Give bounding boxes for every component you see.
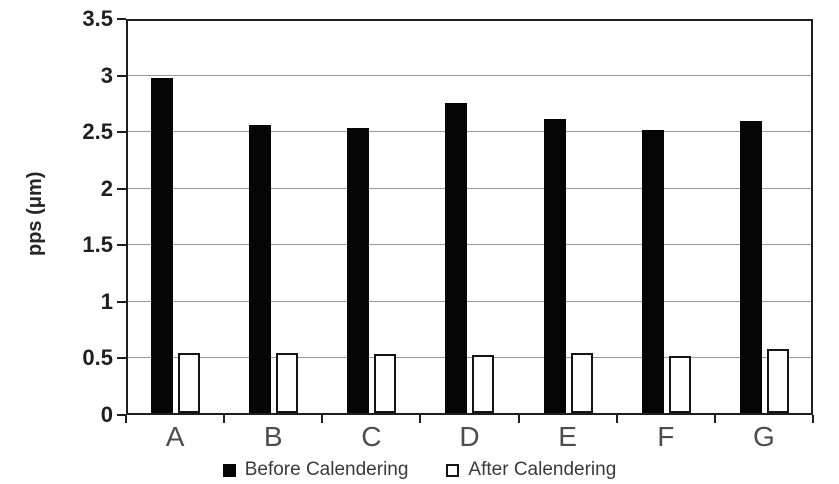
- x-category-label-F: F: [657, 421, 675, 452]
- bar-after-calendering-G: [766, 348, 789, 413]
- bar-after-calendering-E: [570, 353, 593, 413]
- legend-label-after: After Calendering: [468, 459, 617, 480]
- bar-before-calendering-D: [445, 103, 468, 413]
- y-tick-2.5: [117, 131, 126, 134]
- x-category-label-A: A: [165, 421, 185, 452]
- y-tick-label-0.5: 0.5: [82, 345, 113, 371]
- x-tick-3: [419, 415, 422, 423]
- y-tick-label-2: 2: [100, 175, 113, 201]
- y-tick-3.5: [117, 18, 126, 20]
- gridline-0.5: [128, 357, 811, 359]
- x-category-label-C: C: [361, 421, 382, 452]
- x-tick-5: [615, 415, 618, 423]
- bar-before-calendering-A: [151, 78, 173, 413]
- bar-after-calendering-A: [178, 353, 200, 413]
- x-tick-4: [517, 415, 520, 423]
- gridline-2: [128, 187, 811, 189]
- y-tick-0.5: [117, 357, 126, 360]
- x-category-label-E: E: [558, 421, 577, 452]
- plot-area: [126, 19, 813, 415]
- bar-before-calendering-C: [347, 127, 370, 413]
- y-tick-label-2.5: 2.5: [82, 119, 113, 145]
- x-tick-2: [321, 415, 324, 423]
- bar-after-calendering-D: [472, 355, 495, 413]
- gridline-2.5: [128, 131, 811, 133]
- bar-after-calendering-F: [668, 356, 691, 413]
- legend-swatch-after-icon: [446, 463, 460, 477]
- bar-after-calendering-B: [276, 353, 299, 413]
- y-tick-1: [117, 300, 126, 303]
- gridline-1.5: [128, 244, 811, 246]
- y-tick-label-3: 3: [100, 62, 113, 88]
- gridline-3: [128, 74, 811, 76]
- x-tick-0: [125, 415, 127, 423]
- y-tick-3: [117, 74, 126, 77]
- bar-before-calendering-B: [249, 124, 272, 413]
- legend-swatch-before-icon: [222, 463, 236, 477]
- legend: Before Calendering After Calendering: [0, 458, 839, 482]
- gridline-1: [128, 300, 811, 302]
- x-tick-1: [223, 415, 226, 423]
- y-tick-0: [117, 414, 126, 416]
- x-tick-7: [812, 415, 814, 423]
- bar-before-calendering-E: [543, 118, 566, 413]
- legend-item-before-calendering: Before Calendering: [222, 459, 409, 481]
- legend-label-before: Before Calendering: [244, 459, 409, 480]
- bar-after-calendering-C: [374, 354, 397, 413]
- x-category-label-G: G: [753, 421, 775, 452]
- y-tick-label-1.5: 1.5: [82, 232, 113, 258]
- y-tick-label-1: 1: [100, 288, 113, 314]
- y-tick-2: [117, 187, 126, 190]
- y-tick-label-3.5: 3.5: [82, 6, 113, 31]
- x-category-label-D: D: [459, 421, 480, 452]
- legend-item-after-calendering: After Calendering: [446, 459, 616, 481]
- bar-before-calendering-F: [641, 130, 664, 413]
- y-tick-1.5: [117, 244, 126, 247]
- y-tick-label-0: 0: [100, 402, 113, 427]
- x-tick-6: [713, 415, 716, 423]
- bar-before-calendering-G: [739, 121, 762, 413]
- x-category-label-B: B: [263, 421, 283, 452]
